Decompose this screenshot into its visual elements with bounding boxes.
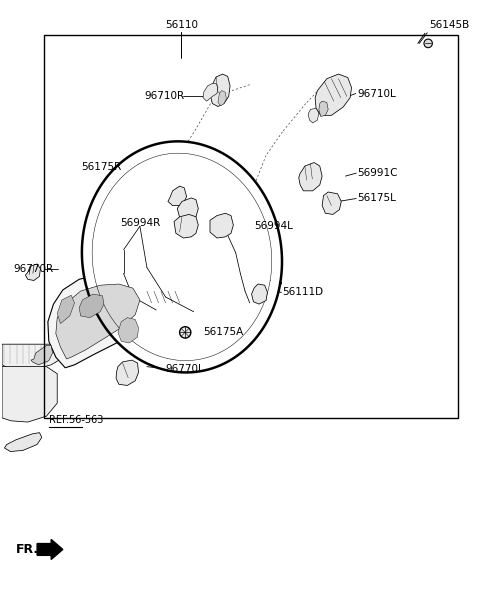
- Polygon shape: [203, 84, 218, 101]
- Text: 56175R: 56175R: [81, 162, 121, 172]
- Polygon shape: [308, 108, 319, 123]
- Text: FR.: FR.: [16, 543, 39, 556]
- Polygon shape: [4, 432, 42, 451]
- Polygon shape: [48, 273, 161, 368]
- Polygon shape: [319, 101, 328, 116]
- Bar: [44, 34, 457, 418]
- Polygon shape: [31, 345, 52, 365]
- Text: 56994L: 56994L: [254, 221, 293, 231]
- Text: 56994R: 56994R: [120, 218, 161, 228]
- Polygon shape: [299, 163, 322, 191]
- Polygon shape: [315, 74, 351, 115]
- Text: 56110: 56110: [166, 20, 198, 30]
- Ellipse shape: [180, 327, 191, 338]
- Polygon shape: [79, 294, 104, 318]
- Polygon shape: [174, 214, 198, 238]
- Polygon shape: [118, 318, 139, 343]
- Polygon shape: [322, 192, 341, 214]
- Polygon shape: [252, 284, 267, 304]
- Text: 96770R: 96770R: [14, 264, 54, 274]
- Text: 96710R: 96710R: [144, 91, 184, 102]
- Text: REF.56-563: REF.56-563: [49, 415, 103, 425]
- Polygon shape: [161, 258, 236, 310]
- Polygon shape: [210, 213, 233, 238]
- Polygon shape: [168, 186, 187, 206]
- Text: 96710L: 96710L: [357, 89, 396, 99]
- FancyArrow shape: [37, 539, 63, 560]
- Polygon shape: [25, 264, 40, 280]
- Polygon shape: [119, 223, 254, 319]
- Text: 96770L: 96770L: [166, 364, 204, 374]
- Text: 56145B: 56145B: [430, 20, 470, 30]
- Text: 56175A: 56175A: [203, 327, 243, 337]
- Polygon shape: [82, 141, 282, 372]
- Polygon shape: [210, 74, 230, 106]
- Polygon shape: [177, 198, 198, 220]
- Polygon shape: [2, 366, 57, 422]
- Polygon shape: [2, 344, 62, 371]
- Text: 56111D: 56111D: [282, 287, 324, 297]
- Ellipse shape: [424, 39, 432, 48]
- Polygon shape: [56, 284, 140, 359]
- Polygon shape: [135, 238, 245, 312]
- Polygon shape: [57, 295, 74, 324]
- Polygon shape: [218, 90, 227, 106]
- Polygon shape: [116, 360, 139, 386]
- Text: 56991C: 56991C: [357, 168, 397, 178]
- Text: 56175L: 56175L: [357, 194, 396, 204]
